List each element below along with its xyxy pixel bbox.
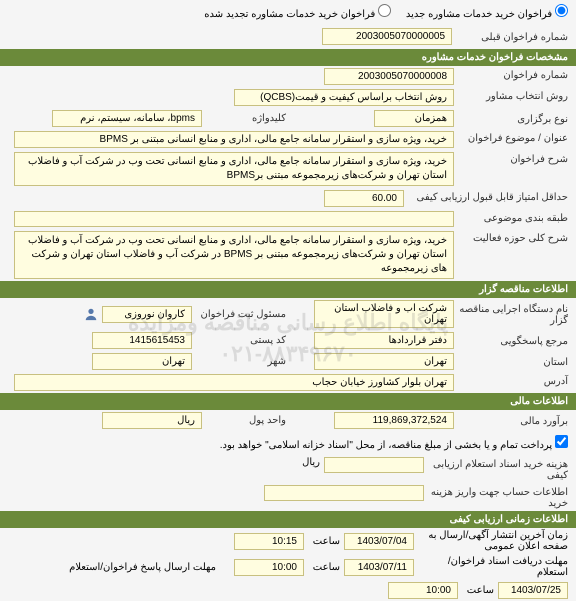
pay-note: پرداخت تمام و یا بخشی از مبلغ مناقصه، از… [0,431,576,455]
reg-value: کاروان نوروزی [102,306,192,323]
t3-label: مهلت ارسال پاسخ فراخوان/استعلام [66,562,216,573]
radio-new-input[interactable] [555,4,568,17]
call-no-value: 2003005070000008 [324,68,454,85]
post-label: کد پستی [196,335,286,346]
pay-note-checkbox[interactable] [555,435,568,448]
type-label: نوع برگزاری [458,112,568,125]
unit-value: ریال [102,412,202,429]
row-cat: طبقه بندی موضوعی [0,209,576,229]
keyword-label: کلیدواژه [206,113,286,124]
person-icon [84,307,98,321]
org-value: شرکت اب و فاضلاب استان تهران [314,300,454,328]
prev-call-value: 2003005070000005 [322,28,452,45]
t3-time: 10:00 [388,582,458,599]
post-value: 1415615453 [92,332,192,349]
scope-value: خرید، ویژه سازی و استقرار سامانه جامع ما… [14,231,454,279]
row-fee1: هزینه خرید اسناد استعلام ارزیابی کیفی ری… [0,455,576,483]
section-time-header: اطلاعات زمانی ارزیابی کیفی [0,511,576,528]
fee1-label: هزینه خرید اسناد استعلام ارزیابی کیفی [428,457,568,481]
section-spec-header: مشخصات فراخوان خدمات مشاوره [0,49,576,66]
row-call-no: شماره فراخوان 2003005070000008 [0,66,576,87]
unit-label: واحد پول [206,415,286,426]
pay-note-text: پرداخت تمام و یا بخشی از مبلغ مناقصه، از… [220,440,553,451]
row-scope: شرح کلی حوزه فعالیت خرید، ویژه سازی و اس… [0,229,576,281]
row-desc: شرح فراخوان خرید، ویژه سازی و استقرار سا… [0,150,576,188]
t1-date: 1403/07/04 [344,533,414,550]
call-no-label: شماره فراخوان [458,68,568,81]
desc-value: خرید، ویژه سازی و استقرار سامانه جامع ما… [14,152,454,186]
prov-value: تهران [314,353,454,370]
row-prov-city: استان تهران شهر تهران [0,351,576,372]
fee2-label: اطلاعات حساب جهت واریز هزینه خرید [428,485,568,509]
row-addr: آدرس تهران بلوار کشاورز خیابان حجاب [0,372,576,393]
scope-label: شرح کلی حوزه فعالیت [458,231,568,244]
t3-date: 1403/07/25 [498,582,568,599]
method-label: روش انتخاب مشاور [458,89,568,102]
row-min: حداقل امتیاز قابل قبول ارزیابی کیفی 60.0… [0,188,576,209]
row-t1: زمان آخرین انتشار آگهی/ارسال به صفحه اعل… [0,528,576,554]
row-fee2: اطلاعات حساب جهت واریز هزینه خرید [0,483,576,511]
radio-new-label: فراخوان خرید خدمات مشاوره جدید [406,9,552,20]
prev-call-row: شماره فراخوان قبلی 2003005070000005 [0,24,576,49]
row-method: روش انتخاب مشاور روش انتخاب براساس کیفیت… [0,87,576,108]
est-value: 119,869,372,524 [334,412,454,429]
radio-renewed-input[interactable] [378,4,391,17]
fee1-unit: ریال [302,457,320,468]
cat-value [14,211,454,227]
prev-call-label: شماره فراخوان قبلی [458,30,568,43]
fee1-value [324,457,424,473]
t2-date: 1403/07/11 [344,559,414,576]
city-value: تهران [92,353,192,370]
cat-label: طبقه بندی موضوعی [458,211,568,224]
prov-label: استان [458,355,568,368]
addr-value: تهران بلوار کشاورز خیابان حجاب [14,374,454,391]
reg-label: مسئول ثبت فراخوان [196,309,286,320]
title-value: خرید، ویژه سازی و استقرار سامانه جامع ما… [14,131,454,148]
t3-saat: ساعت [462,585,494,596]
keyword-value: bpms، سامانه، سیستم، نرم [52,110,202,127]
min-value: 60.00 [324,190,404,207]
row-t2-t3: مهلت دریافت اسناد فراخوان/استعلام 1403/0… [0,554,576,601]
type-value: همزمان [374,110,454,127]
t1-time: 10:15 [234,533,304,550]
row-type-keyword: نوع برگزاری همزمان کلیدواژه bpms، سامانه… [0,108,576,129]
resp-value: دفتر قراردادها [314,332,454,349]
row-org-reg: نام دستگاه اجرایی مناقصه گزار شرکت اب و … [0,298,576,330]
desc-label: شرح فراخوان [458,152,568,165]
row-title: عنوان / موضوع فراخوان خرید، ویژه سازی و … [0,129,576,150]
est-label: برآورد مالی [458,414,568,427]
exec-area: پایگاه اطلاع رسانی مناقصه ومزایده ۰۲۱-۸۸… [0,298,576,393]
row-est: برآورد مالی 119,869,372,524 واحد پول ریا… [0,410,576,431]
addr-label: آدرس [458,374,568,387]
t2-label: مهلت دریافت اسناد فراخوان/استعلام [418,556,568,578]
section-exec-header: اطلاعات مناقصه گزار [0,281,576,298]
org-label: نام دستگاه اجرایی مناقصه گزار [458,302,568,326]
city-label: شهر [196,356,286,367]
t2-saat: ساعت [308,562,340,573]
method-value: روش انتخاب براساس کیفیت و قیمت(QCBS) [234,89,454,106]
radio-renewed[interactable]: فراخوان خرید خدمات مشاوره تجدید شده [204,9,391,20]
min-label: حداقل امتیاز قابل قبول ارزیابی کیفی [408,190,568,203]
resp-label: مرجع پاسخگویی [458,334,568,347]
radio-renewed-label: فراخوان خرید خدمات مشاوره تجدید شده [204,9,375,20]
t1-label: زمان آخرین انتشار آگهی/ارسال به صفحه اعل… [418,530,568,552]
title-label: عنوان / موضوع فراخوان [458,131,568,144]
tender-type-radios: فراخوان خرید خدمات مشاوره جدید فراخوان خ… [0,0,576,24]
t1-saat: ساعت [308,536,340,547]
fee2-value [264,485,424,501]
t2-time: 10:00 [234,559,304,576]
row-resp-post: مرجع پاسخگویی دفتر قراردادها کد پستی 141… [0,330,576,351]
section-fin-header: اطلاعات مالی [0,393,576,410]
radio-new[interactable]: فراخوان خرید خدمات مشاوره جدید [406,9,568,20]
